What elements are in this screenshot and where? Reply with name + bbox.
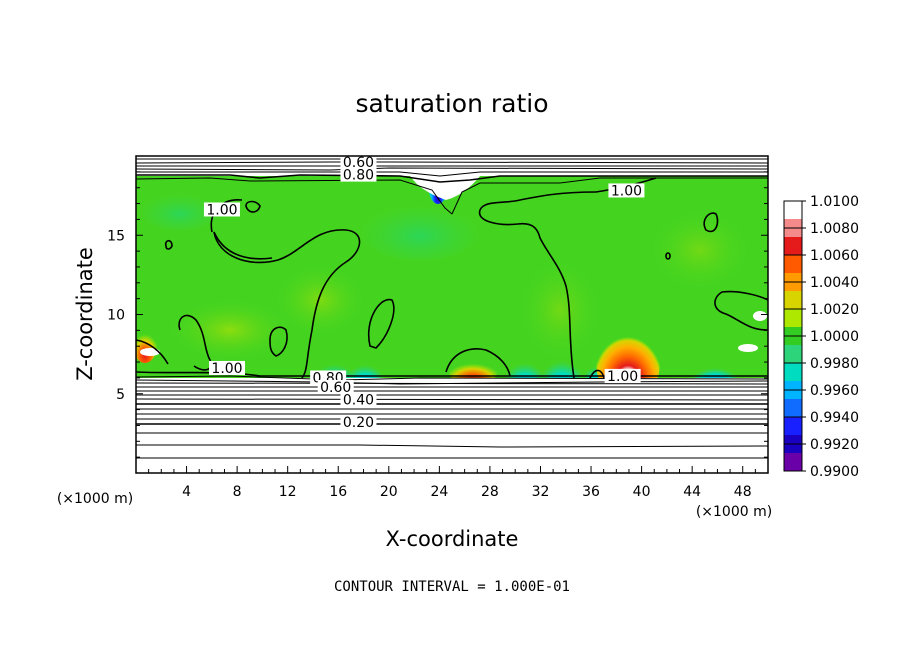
- field-dry-lower: [136, 378, 768, 473]
- contour-interval-note: CONTOUR INTERVAL = 1.000E-01: [334, 579, 570, 595]
- contour-label: 0.40: [343, 393, 374, 409]
- colorbar-swatch: [784, 399, 802, 418]
- colorbar-label: 1.0040: [810, 275, 859, 291]
- y-tick-label: 5: [116, 387, 125, 403]
- y-axis-title: Z-coordinate: [73, 247, 97, 381]
- x-tick-label: 40: [633, 484, 651, 500]
- contour-label-bg: [340, 167, 377, 182]
- plot-area: [136, 156, 768, 473]
- colorbar-label: 0.9980: [810, 356, 859, 372]
- colorbar-label: 0.9900: [810, 464, 859, 480]
- x-tick-label: 20: [380, 484, 398, 500]
- x-tick-label: 44: [683, 484, 701, 500]
- colorbar-label: 0.9940: [810, 410, 859, 426]
- contour-label-bg: [608, 183, 645, 198]
- contour-label-bg: [604, 368, 641, 383]
- contour-label-bg: [317, 379, 354, 394]
- contour-labels: 0.600.801.001.001.00 1.000.800.600.400.20: [203, 154, 645, 431]
- colorbar-label: 1.0060: [810, 248, 859, 264]
- contour-label: 1.00: [611, 183, 642, 199]
- contour-label-bg: [340, 414, 377, 429]
- contour-label: 0.20: [343, 415, 374, 431]
- colorbar-swatch: [784, 201, 802, 220]
- x-tick-label: 8: [233, 484, 242, 500]
- contour-label: 1.00: [607, 369, 638, 385]
- contour-label: 0.80: [343, 168, 374, 184]
- colorbar-swatch: [784, 363, 802, 382]
- colorbar-label: 1.0000: [810, 329, 859, 345]
- colorbar-label: 1.0020: [810, 302, 859, 318]
- colorbar-swatch: [784, 417, 802, 436]
- y-tick-label: 15: [107, 228, 125, 244]
- colorbar-label: 1.0100: [810, 194, 859, 210]
- colorbar: 1.0100 1.0080 1.0060 1.0040 1.0020 1.0000 0.99…: [783, 194, 859, 480]
- x-tick-label: 28: [481, 484, 499, 500]
- contour-label-bg: [203, 202, 240, 217]
- x-tick-label: 4: [182, 484, 191, 500]
- colorbar-swatch: [784, 237, 802, 256]
- x-tick-label: 48: [734, 484, 752, 500]
- contour-label: 1.00: [206, 202, 237, 218]
- colorbar-label: 1.0080: [810, 221, 859, 237]
- colorbar-label: 0.9920: [810, 437, 859, 453]
- x-tick-label: 24: [430, 484, 448, 500]
- colorbar-label: 0.9960: [810, 383, 859, 399]
- contour-label: 0.60: [320, 380, 351, 396]
- contour-label-bg: [340, 392, 377, 407]
- contour-label: 0.60: [343, 155, 374, 171]
- colorbar-swatch: [784, 291, 802, 310]
- y-axis-ticks: 5 10 15: [107, 171, 768, 458]
- x-unit-label: (×1000 m): [696, 504, 772, 520]
- x-axis-ticks: 4 8 12 16 20 24 28 32 36 40 44 48: [148, 466, 756, 500]
- contour-label: 1.00: [211, 361, 242, 377]
- x-axis-title: X-coordinate: [386, 527, 519, 551]
- y-tick-label: 10: [107, 308, 125, 324]
- contour-label-bg: [340, 154, 377, 169]
- z-unit-label: (×1000 m): [57, 491, 133, 507]
- colorbar-swatch: [784, 255, 802, 274]
- x-tick-label: 16: [329, 484, 347, 500]
- contour-label-bg: [209, 360, 246, 375]
- colorbar-swatch: [784, 309, 802, 328]
- x-tick-label: 36: [582, 484, 600, 500]
- x-tick-label: 32: [532, 484, 550, 500]
- x-tick-label: 12: [279, 484, 297, 500]
- colorbar-swatch: [784, 345, 802, 364]
- colorbar-swatch: [784, 453, 802, 472]
- chart-title: saturation ratio: [355, 89, 548, 118]
